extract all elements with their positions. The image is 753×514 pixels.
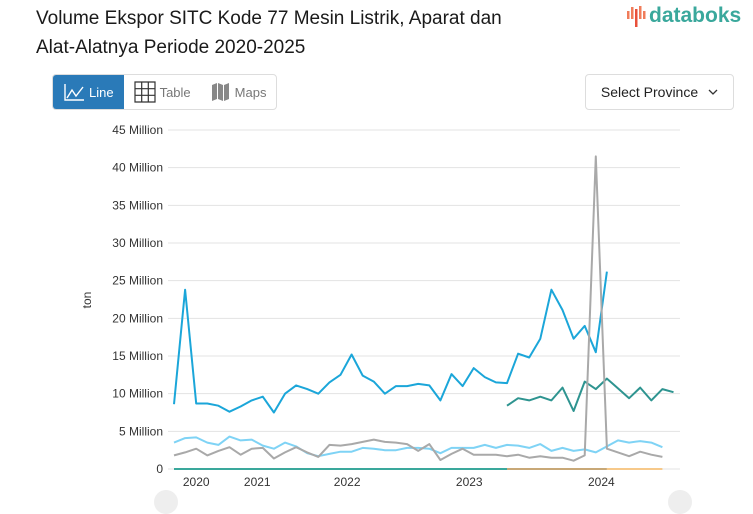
y-tick-label: 0 — [156, 462, 163, 476]
y-tick-label: 25 Million — [112, 274, 163, 288]
tab-line[interactable]: Line — [53, 75, 124, 109]
x-tick-label: 2020 — [183, 475, 210, 489]
series-line-3 — [173, 155, 663, 462]
scroll-left-button[interactable] — [154, 490, 178, 514]
databoks-logo: databoks — [626, 4, 741, 28]
y-tick-label: 30 Million — [112, 236, 163, 250]
tab-maps-label: Maps — [234, 84, 267, 100]
province-select[interactable]: Select Province — [585, 74, 734, 110]
line-chart-icon — [64, 84, 84, 101]
y-tick-label: 40 Million — [112, 161, 163, 175]
province-select-label: Select Province — [600, 84, 699, 100]
y-tick-label: 45 Million — [112, 123, 163, 137]
chart-title: Volume Ekspor SITC Kode 77 Mesin Listrik… — [36, 8, 502, 58]
map-icon — [211, 83, 229, 101]
logo-bars-icon — [627, 6, 646, 27]
series-line-0 — [173, 271, 608, 414]
series-line-2 — [173, 435, 663, 458]
tab-line-label: Line — [89, 84, 114, 100]
table-icon — [133, 81, 156, 103]
chevron-down-icon — [708, 89, 718, 95]
view-tabs: Line Table Maps — [52, 74, 278, 110]
y-tick-label: 10 Million — [112, 387, 163, 401]
x-tick-label: 2021 — [244, 475, 271, 489]
y-tick-label: 20 Million — [112, 311, 163, 325]
x-tick-label: 2024 — [588, 475, 615, 489]
y-axis-label: ton — [80, 292, 94, 309]
x-tick-label: 2023 — [456, 475, 483, 489]
x-tick-label: 2022 — [334, 475, 361, 489]
y-tick-label: 15 Million — [112, 349, 163, 363]
y-tick-label: 35 Million — [112, 198, 163, 212]
y-tick-label: 5 Million — [119, 424, 163, 438]
scroll-right-button[interactable] — [668, 490, 692, 514]
tab-table[interactable]: Table — [124, 75, 201, 109]
logo-text: databoks — [649, 4, 742, 27]
tab-table-label: Table — [159, 84, 191, 100]
line-chart: ton 0 5 Million 10 Million 15 Million 20 Mil… — [80, 123, 680, 489]
series-line-1 — [506, 377, 674, 412]
tab-maps[interactable]: Maps — [201, 75, 277, 109]
